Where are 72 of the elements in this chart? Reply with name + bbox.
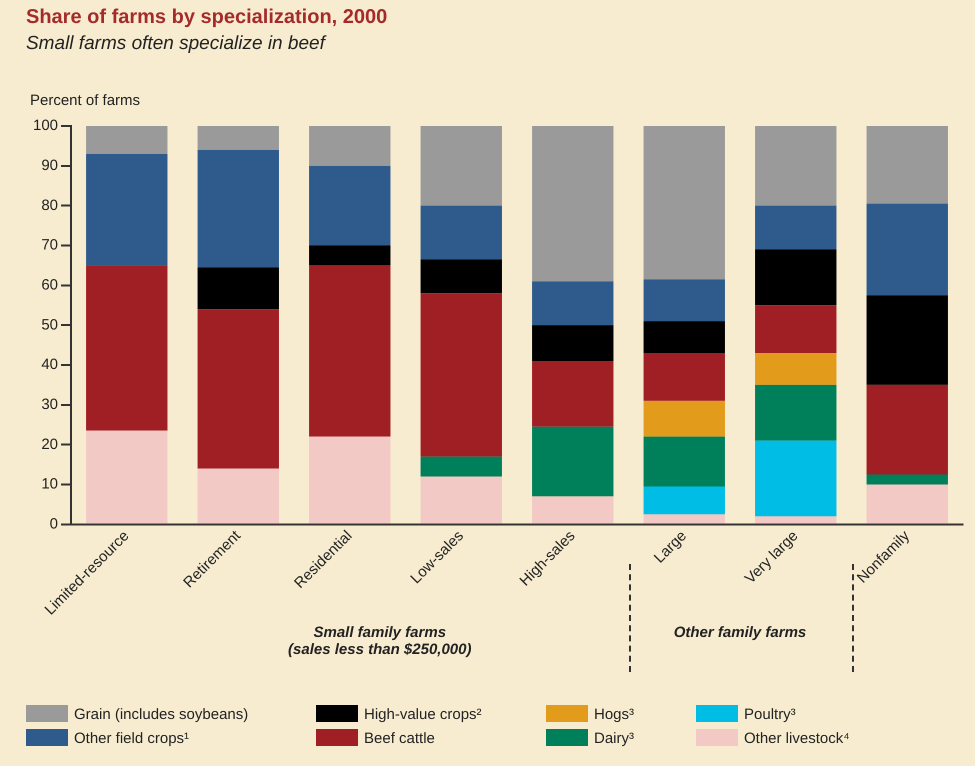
bar bbox=[866, 484, 948, 524]
bar bbox=[198, 309, 279, 469]
legend-label: High-value crops² bbox=[363, 705, 483, 725]
bar bbox=[86, 126, 168, 154]
bar bbox=[532, 496, 614, 524]
y-tick-label: 20 bbox=[41, 436, 58, 453]
bar bbox=[644, 514, 725, 524]
y-tick-label: 60 bbox=[41, 276, 58, 294]
bar bbox=[644, 126, 725, 280]
bar bbox=[866, 474, 948, 484]
bar bbox=[86, 430, 168, 524]
bar bbox=[644, 321, 725, 354]
bar bbox=[420, 456, 502, 476]
bar bbox=[532, 325, 614, 361]
legend-label: Grain (includes soybeans) bbox=[73, 705, 250, 725]
bar bbox=[420, 293, 502, 457]
chart-title: Share of farms by specialization, 2000 bbox=[26, 6, 388, 29]
legend-label: Hogs³ bbox=[593, 705, 636, 725]
bar bbox=[866, 204, 948, 296]
bar bbox=[755, 516, 836, 524]
bar bbox=[198, 267, 279, 310]
y-tick-label: 0 bbox=[50, 515, 58, 532]
legend-label: Other livestock⁴ bbox=[743, 729, 851, 749]
bar bbox=[644, 353, 725, 401]
bar bbox=[755, 249, 836, 306]
text: Small family farms (sales less than $250,000) bbox=[288, 624, 472, 658]
y-tick-label: 30 bbox=[41, 396, 58, 413]
legend-label: Dairy³ bbox=[593, 729, 635, 749]
bar bbox=[866, 126, 948, 204]
bar bbox=[755, 440, 836, 516]
bar bbox=[86, 265, 168, 431]
bar bbox=[755, 126, 836, 206]
legend-label: Beef cattle bbox=[363, 729, 436, 749]
bar bbox=[532, 126, 614, 282]
bar bbox=[866, 295, 948, 385]
y-tick-label: 70 bbox=[41, 236, 58, 254]
legend-label: Poultry³ bbox=[743, 705, 797, 725]
bar bbox=[309, 126, 390, 166]
bar bbox=[755, 206, 836, 250]
bar bbox=[309, 436, 390, 524]
bar bbox=[309, 166, 390, 246]
bar bbox=[309, 245, 390, 266]
bar bbox=[866, 384, 948, 474]
y-tick-label: 10 bbox=[41, 476, 58, 493]
bar bbox=[644, 400, 725, 437]
bar bbox=[420, 476, 502, 524]
y-axis-title: Percent of farms bbox=[30, 92, 140, 109]
bar bbox=[644, 486, 725, 514]
y-tick-label: 80 bbox=[41, 196, 58, 214]
y-tick-label: 40 bbox=[41, 356, 58, 374]
bar bbox=[755, 305, 836, 354]
bar bbox=[198, 468, 279, 524]
bar bbox=[420, 259, 502, 294]
y-tick-label: 90 bbox=[41, 156, 58, 174]
legend-label: Other field crops¹ bbox=[73, 729, 190, 749]
bar bbox=[644, 279, 725, 322]
bar bbox=[644, 436, 725, 486]
bar bbox=[309, 265, 390, 437]
bar bbox=[198, 126, 279, 150]
bar bbox=[86, 154, 168, 266]
bar bbox=[532, 360, 614, 427]
y-tick-label: 50 bbox=[41, 316, 58, 334]
bar bbox=[420, 126, 502, 206]
bar bbox=[755, 384, 836, 441]
bar bbox=[198, 150, 279, 268]
chart-subtitle: Small farms often specialize in beef bbox=[26, 33, 325, 55]
y-tick-label: 100 bbox=[32, 117, 58, 134]
bar bbox=[532, 426, 614, 496]
bar bbox=[755, 353, 836, 385]
bar bbox=[420, 206, 502, 260]
bar bbox=[532, 281, 614, 326]
text: Other family farms bbox=[674, 624, 806, 641]
